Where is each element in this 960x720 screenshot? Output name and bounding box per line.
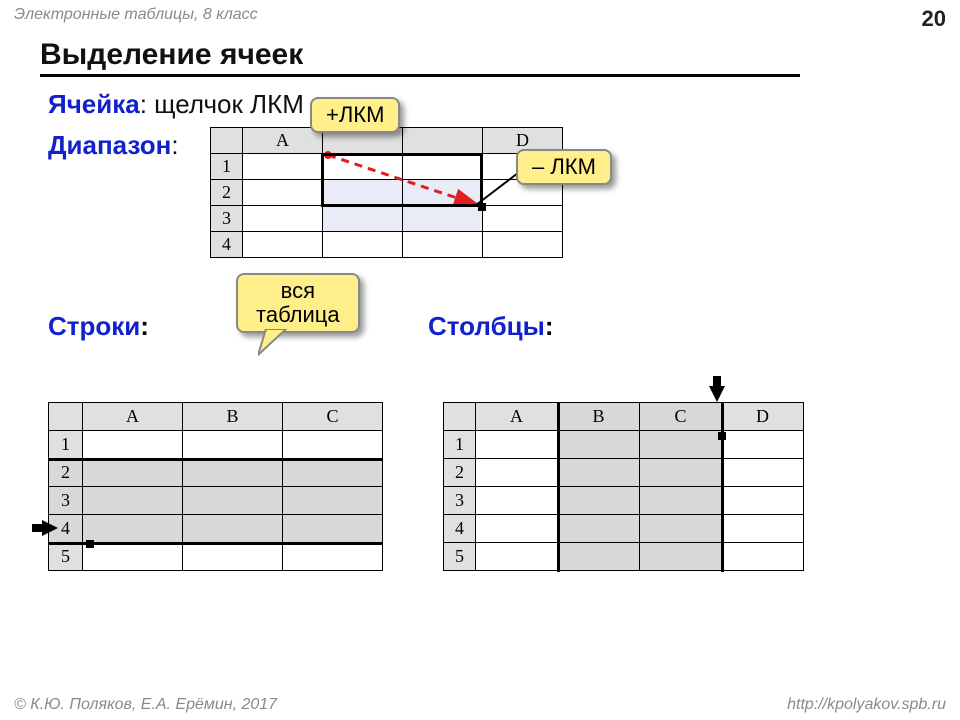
- callout-tail: [258, 329, 298, 359]
- r3: 3: [49, 487, 83, 515]
- course-label: Электронные таблицы, 8 класс: [14, 6, 258, 32]
- txt-cell: : щелчок ЛКМ: [140, 89, 304, 119]
- slide-title: Выделение ячеек: [40, 38, 800, 77]
- wt-l2: таблица: [256, 302, 340, 327]
- cB: B: [558, 403, 640, 431]
- callout-plus-lkm: +ЛКМ: [310, 97, 400, 133]
- author: © К.Ю. Поляков, Е.А. Ерёмин, 2017: [14, 696, 277, 714]
- cols-table: A B C D 1 2 3 4 5: [443, 402, 804, 571]
- r3: 3: [444, 487, 476, 515]
- r4: 4: [444, 515, 476, 543]
- kw-range: Диапазон: [48, 130, 171, 160]
- r1: 1: [211, 154, 243, 180]
- cA: A: [83, 403, 183, 431]
- top-bar: Электронные таблицы, 8 класс 20: [0, 0, 960, 34]
- row-sel-top: [48, 458, 382, 461]
- cols-table-wrap: A B C D 1 2 3 4 5: [443, 402, 804, 571]
- cA: A: [476, 403, 558, 431]
- callout-minus-lkm-text: – ЛКМ: [532, 154, 596, 179]
- rows-table-wrap: A B C 1 2 3 4 5: [48, 402, 383, 571]
- kw-cell: Ячейка: [48, 89, 140, 119]
- row-sel-bottom: [48, 542, 382, 545]
- wt-l1: вся: [281, 278, 315, 303]
- r2: 2: [444, 459, 476, 487]
- content: Ячейка: щелчок ЛКМ Диапазон: A D 1 2 3 4: [0, 77, 960, 571]
- col-sel-right: [721, 402, 724, 572]
- txt-range: :: [171, 130, 178, 160]
- corner: [444, 403, 476, 431]
- colA: A: [243, 128, 323, 154]
- section-labels: Строки: Столбцы:: [48, 311, 920, 342]
- callout-minus-lkm: – ЛКМ: [516, 149, 612, 185]
- r2: 2: [211, 180, 243, 206]
- cB: B: [183, 403, 283, 431]
- cD: D: [722, 403, 804, 431]
- bottom-row: A B C 1 2 3 4 5 A B C: [48, 402, 920, 571]
- url: http://kpolyakov.spb.ru: [787, 696, 946, 714]
- r2: 2: [49, 459, 83, 487]
- r1: 1: [444, 431, 476, 459]
- corner: [49, 403, 83, 431]
- corner: [211, 128, 243, 154]
- label-cols: Столбцы:: [428, 311, 554, 342]
- line-cell: Ячейка: щелчок ЛКМ: [48, 89, 920, 120]
- cC: C: [640, 403, 722, 431]
- col-sel-left: [557, 402, 560, 572]
- r4: 4: [211, 232, 243, 258]
- cC: C: [283, 403, 383, 431]
- rows-table: A B C 1 2 3 4 5: [48, 402, 383, 571]
- r5: 5: [49, 543, 83, 571]
- row-sel-handle: [86, 540, 94, 548]
- slide-number: 20: [922, 6, 946, 32]
- col-arrow-icon: [709, 386, 725, 402]
- r5: 5: [444, 543, 476, 571]
- footer: © К.Ю. Поляков, Е.А. Ерёмин, 2017 http:/…: [0, 696, 960, 714]
- r1: 1: [49, 431, 83, 459]
- callout-whole-table: вся таблица: [236, 273, 360, 333]
- callout-plus-lkm-text: +ЛКМ: [326, 102, 384, 127]
- selection-handle: [478, 203, 486, 211]
- col-sel-handle: [718, 432, 726, 440]
- row-arrow-icon: [42, 520, 58, 536]
- colC: [403, 128, 483, 154]
- r3: 3: [211, 206, 243, 232]
